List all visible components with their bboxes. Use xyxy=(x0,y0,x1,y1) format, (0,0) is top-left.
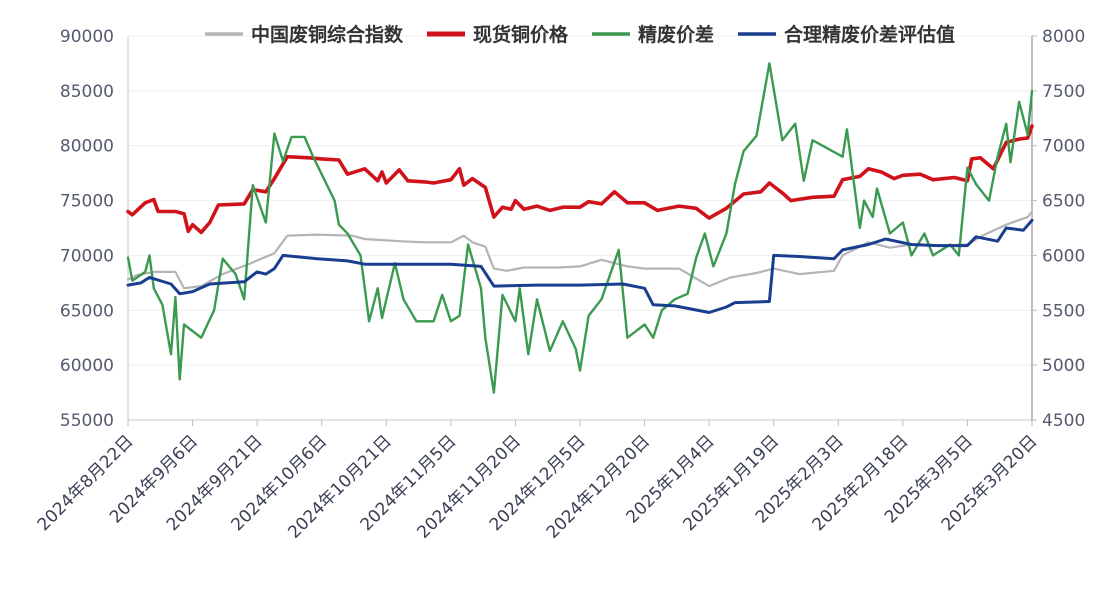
legend: 中国废铜综合指数 现货铜价格 精废价差 合理精废价差评估值 xyxy=(205,23,955,46)
right-y-tick-label: 7500 xyxy=(1042,82,1085,102)
series-line-2 xyxy=(126,124,1034,235)
legend-label: 合理精废价差评估值 xyxy=(784,23,955,46)
left-y-tick-label: 85000 xyxy=(60,82,114,102)
legend-label: 精废价差 xyxy=(638,23,714,46)
gridlines xyxy=(128,35,1032,366)
right-y-tick-label: 7000 xyxy=(1042,137,1085,157)
legend-label: 中国废铜综合指数 xyxy=(251,23,404,46)
right-y-tick-label: 4500 xyxy=(1042,411,1085,431)
left-y-tick-label: 80000 xyxy=(60,137,114,157)
series-line-4 xyxy=(126,218,1034,314)
left-y-tick-label: 75000 xyxy=(60,192,114,212)
left-y-ticks: 55000 60000 65000 70000 75000 80000 85000 90000 xyxy=(60,27,114,431)
right-y-ticks: 4500 5000 5500 6000 6500 7000 7500 8000 xyxy=(1032,27,1085,431)
legend-label: 现货铜价格 xyxy=(473,23,569,46)
series-line-3 xyxy=(126,62,1034,394)
right-y-tick-label: 6000 xyxy=(1042,246,1085,266)
series-line-1 xyxy=(126,210,1034,290)
right-y-tick-label: 8000 xyxy=(1042,27,1085,47)
left-y-tick-label: 70000 xyxy=(60,246,114,266)
series-lines xyxy=(126,62,1034,394)
right-y-tick-label: 5000 xyxy=(1042,356,1085,376)
right-y-tick-label: 5500 xyxy=(1042,301,1085,321)
left-y-tick-label: 90000 xyxy=(60,27,114,47)
left-y-tick-label: 65000 xyxy=(60,301,114,321)
right-y-tick-label: 6500 xyxy=(1042,192,1085,212)
left-y-tick-label: 60000 xyxy=(60,356,114,376)
left-y-tick-label: 55000 xyxy=(60,411,114,431)
x-ticks: 2024年8月22日2024年9月6日2024年9月21日2024年10月6日2… xyxy=(34,420,1042,543)
